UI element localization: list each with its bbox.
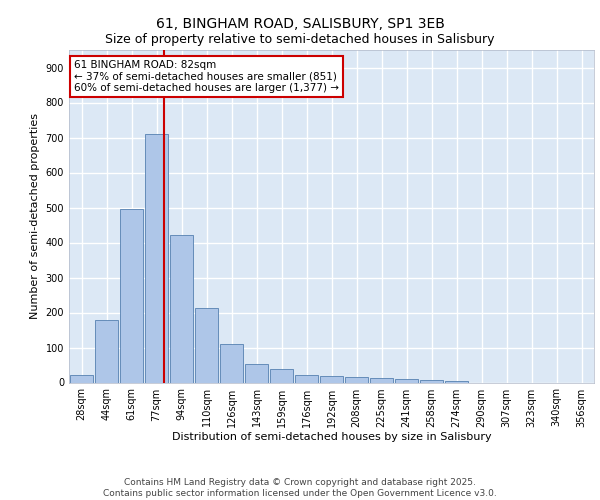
X-axis label: Distribution of semi-detached houses by size in Salisbury: Distribution of semi-detached houses by … bbox=[172, 432, 491, 442]
Bar bbox=[119, 208, 143, 382]
Text: Size of property relative to semi-detached houses in Salisbury: Size of property relative to semi-detach… bbox=[105, 32, 495, 46]
Bar bbox=[344, 377, 368, 382]
Text: 61 BINGHAM ROAD: 82sqm
← 37% of semi-detached houses are smaller (851)
60% of se: 61 BINGHAM ROAD: 82sqm ← 37% of semi-det… bbox=[74, 60, 339, 93]
Bar bbox=[370, 378, 394, 382]
Bar bbox=[419, 380, 443, 382]
Bar bbox=[220, 344, 244, 383]
Bar bbox=[95, 320, 118, 382]
Bar bbox=[295, 375, 319, 382]
Bar bbox=[320, 376, 343, 382]
Text: Contains HM Land Registry data © Crown copyright and database right 2025.
Contai: Contains HM Land Registry data © Crown c… bbox=[103, 478, 497, 498]
Bar bbox=[170, 235, 193, 382]
Bar bbox=[70, 375, 94, 382]
Bar bbox=[245, 364, 268, 382]
Bar bbox=[145, 134, 169, 382]
Bar bbox=[445, 381, 469, 382]
Bar bbox=[269, 368, 293, 382]
Bar bbox=[395, 379, 418, 382]
Text: 61, BINGHAM ROAD, SALISBURY, SP1 3EB: 61, BINGHAM ROAD, SALISBURY, SP1 3EB bbox=[155, 18, 445, 32]
Y-axis label: Number of semi-detached properties: Number of semi-detached properties bbox=[30, 114, 40, 320]
Bar bbox=[194, 308, 218, 382]
